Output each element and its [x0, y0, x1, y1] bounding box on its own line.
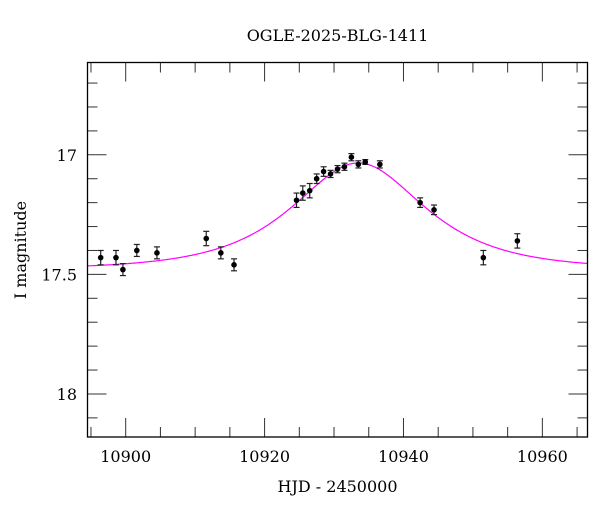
- data-point: [217, 246, 224, 260]
- data-marker: [293, 197, 300, 204]
- data-point: [327, 169, 334, 179]
- plot-frame: [86, 61, 589, 438]
- data-point: [112, 249, 119, 266]
- x-tick-label: 10920: [239, 447, 290, 466]
- data-marker: [327, 171, 334, 177]
- data-marker: [120, 266, 126, 273]
- axis-ticks: [87, 62, 588, 437]
- data-point: [133, 243, 140, 258]
- x-tick-label: 10900: [100, 447, 151, 466]
- data-marker: [480, 254, 487, 261]
- data-marker: [97, 254, 104, 261]
- x-axis-label: HJD - 2450000: [277, 477, 397, 496]
- data-point: [119, 263, 126, 277]
- data-marker: [514, 238, 521, 244]
- data-point: [334, 164, 341, 174]
- data-point: [293, 192, 300, 209]
- data-marker: [348, 154, 355, 161]
- data-marker: [431, 207, 437, 213]
- data-marker: [299, 190, 306, 196]
- data-marker: [306, 187, 313, 194]
- data-point: [203, 230, 210, 247]
- x-tick-label: 10960: [517, 447, 568, 466]
- data-point: [431, 204, 438, 216]
- data-point: [231, 258, 238, 272]
- data-point: [362, 158, 369, 165]
- data-point: [320, 166, 327, 177]
- data-marker: [113, 254, 119, 261]
- data-marker: [154, 250, 160, 256]
- data-point: [480, 249, 487, 266]
- data-point: [153, 246, 160, 260]
- data-marker: [203, 235, 210, 242]
- y-axis-label: I magnitude: [11, 201, 30, 299]
- data-marker: [334, 166, 341, 172]
- x-tick-label: 10940: [378, 447, 429, 466]
- data-marker: [355, 161, 362, 168]
- data-marker: [313, 175, 320, 182]
- chart-title: OGLE-2025-BLG-1411: [247, 26, 429, 45]
- data-point: [514, 233, 521, 249]
- data-point: [376, 160, 383, 169]
- y-tick-label: 18: [57, 385, 77, 404]
- data-point: [417, 197, 424, 209]
- data-point: [299, 185, 306, 201]
- data-marker: [377, 161, 383, 168]
- y-tick-label: 17: [57, 146, 77, 165]
- data-point: [341, 162, 348, 171]
- data-marker: [134, 247, 140, 254]
- y-tick-label: 17.5: [41, 265, 77, 284]
- data-point: [306, 182, 313, 199]
- data-marker: [218, 250, 224, 256]
- data-point: [348, 153, 355, 162]
- data-point: [355, 160, 362, 169]
- data-marker: [417, 199, 423, 206]
- data-points: [97, 153, 521, 277]
- data-marker: [341, 163, 348, 170]
- model-curve: [87, 162, 588, 267]
- data-marker: [362, 159, 369, 165]
- data-marker: [320, 168, 327, 175]
- data-point: [313, 173, 320, 185]
- data-point: [97, 249, 104, 266]
- data-marker: [231, 262, 237, 268]
- tick-labels: 10900 10920 10940 10960 17 17.5 18: [41, 146, 567, 466]
